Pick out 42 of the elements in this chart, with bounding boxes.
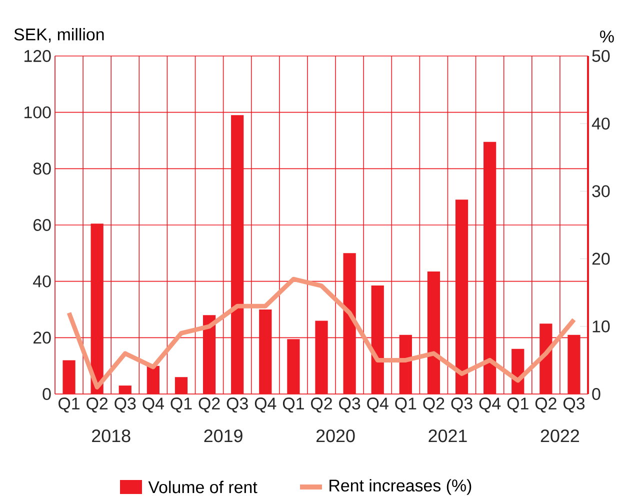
y-tick-label: 120 bbox=[24, 50, 51, 62]
x-tick-label: Q4 bbox=[142, 398, 164, 413]
x-tick-label: Q1 bbox=[395, 398, 416, 413]
x-tick-label: Q3 bbox=[339, 398, 360, 413]
text: 2021 bbox=[428, 430, 467, 442]
legend-label: Volume of rent bbox=[148, 480, 258, 494]
text: 2019 bbox=[204, 430, 242, 442]
y2-tick-label: 50 bbox=[592, 50, 610, 62]
x-tick-label: Q3 bbox=[563, 398, 585, 413]
y2-tick-label: 20 bbox=[592, 252, 610, 265]
x-tick-label: Q2 bbox=[86, 398, 108, 413]
x-tick-label: Q3 bbox=[114, 398, 136, 413]
x-tick-label: Q1 bbox=[170, 398, 192, 413]
y-tick-label: 60 bbox=[34, 219, 51, 231]
text: 2022 bbox=[540, 430, 579, 442]
text: 2020 bbox=[316, 430, 355, 442]
y-tick-label: 80 bbox=[33, 162, 51, 175]
y-tick-label: 100 bbox=[24, 106, 51, 118]
x-tick-label: Q1 bbox=[507, 398, 528, 413]
y2-axis-title: % bbox=[600, 30, 614, 42]
x-tick-label: Q2 bbox=[198, 398, 220, 413]
x-tick-label: Q2 bbox=[423, 398, 444, 413]
y-tick-label: 40 bbox=[33, 275, 51, 288]
x-tick-label: Q3 bbox=[451, 398, 472, 413]
x-tick-label: Q3 bbox=[226, 398, 248, 413]
y2-tick-label: 10 bbox=[592, 320, 610, 332]
y-tick-label: 0 bbox=[42, 388, 51, 400]
x-tick-label: Q4 bbox=[254, 398, 276, 413]
y2-tick-label: 30 bbox=[592, 185, 610, 198]
y2-tick-label: 0 bbox=[592, 388, 600, 400]
x-tick-label: Q1 bbox=[58, 398, 80, 413]
legend-label: Rent increases (%) bbox=[330, 479, 472, 495]
y-tick-label: 20 bbox=[34, 332, 51, 344]
x-tick-label: Q4 bbox=[479, 398, 501, 413]
x-tick-label: Q1 bbox=[282, 398, 304, 413]
y-axis-title: SEK, million bbox=[14, 28, 104, 42]
text: 2018 bbox=[92, 430, 130, 442]
y2-tick-label: 40 bbox=[592, 118, 610, 130]
x-tick-label: Q2 bbox=[535, 398, 556, 413]
x-tick-label: Q2 bbox=[311, 398, 332, 413]
x-tick-label: Q4 bbox=[367, 398, 388, 413]
line-series bbox=[66, 276, 576, 390]
